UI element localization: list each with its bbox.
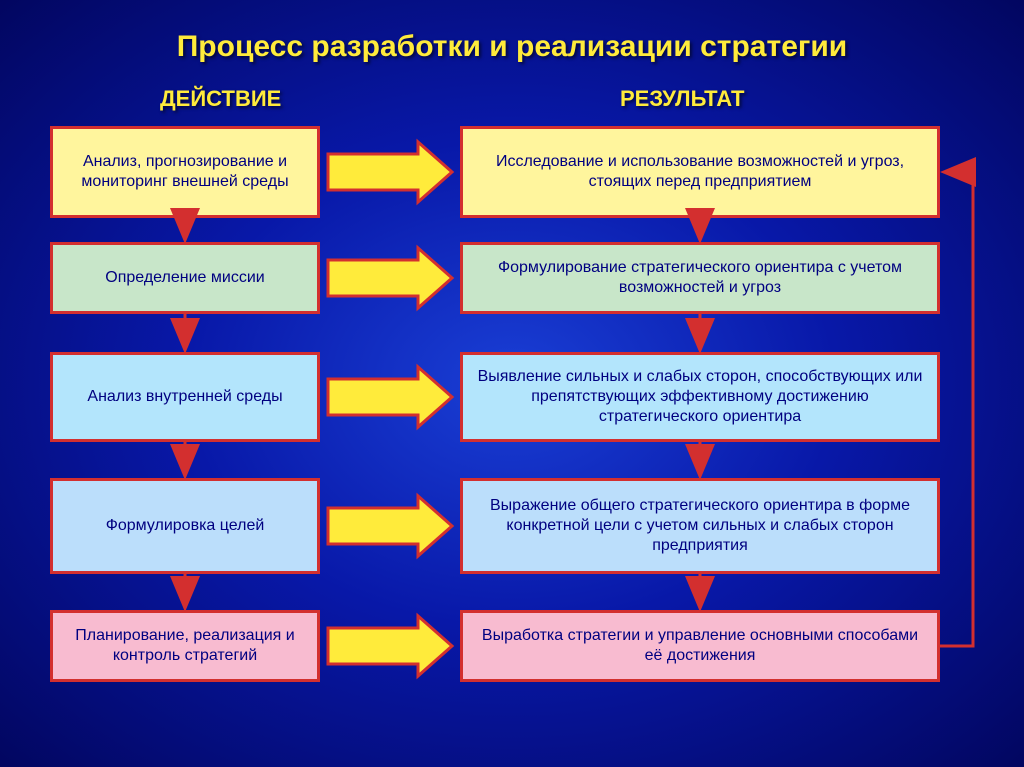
result-box-2: Выявление сильных и слабых сторон, спосо… <box>460 352 940 442</box>
result-box-1: Формулирование стратегического ориентира… <box>460 242 940 314</box>
result-box-0: Исследование и использование возможносте… <box>460 126 940 218</box>
action-box-4: Планирование, реализация и контроль стра… <box>50 610 320 682</box>
action-box-0: Анализ, прогнозирование и мониторинг вне… <box>50 126 320 218</box>
page-title: Процесс разработки и реализации стратеги… <box>0 30 1024 64</box>
action-box-3: Формулировка целей <box>50 478 320 574</box>
result-box-3: Выражение общего стратегического ориенти… <box>460 478 940 574</box>
result-box-4: Выработка стратегии и управление основны… <box>460 610 940 682</box>
action-box-1: Определение миссии <box>50 242 320 314</box>
action-box-2: Анализ внутренней среды <box>50 352 320 442</box>
header-result: РЕЗУЛЬТАТ <box>620 86 744 112</box>
header-action: ДЕЙСТВИЕ <box>160 86 281 112</box>
